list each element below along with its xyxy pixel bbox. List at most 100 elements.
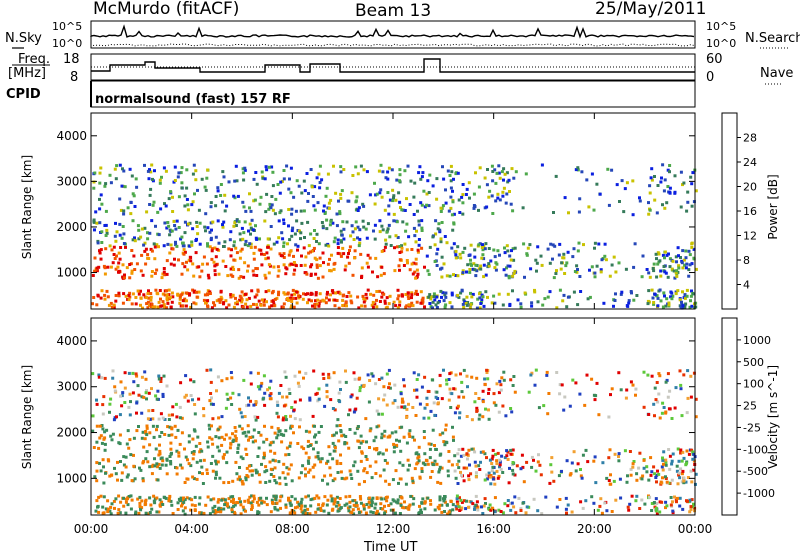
power-cell bbox=[477, 243, 481, 247]
velocity-cell bbox=[276, 415, 280, 419]
power-cell bbox=[244, 239, 248, 243]
power-cell bbox=[692, 256, 696, 260]
velocity-cell bbox=[140, 436, 144, 440]
velocity-cell bbox=[632, 460, 636, 463]
power-colorbar-tick-label: 16 bbox=[743, 205, 757, 218]
velocity-cell bbox=[527, 390, 531, 394]
power-cell bbox=[593, 246, 596, 250]
velocity-cell bbox=[451, 503, 455, 507]
power-cell bbox=[397, 191, 401, 195]
velocity-cell bbox=[645, 465, 649, 469]
power-cell bbox=[134, 302, 138, 306]
power-cell bbox=[562, 252, 566, 256]
power-cell bbox=[211, 220, 215, 224]
power-cell bbox=[245, 298, 249, 302]
power-cell bbox=[552, 276, 556, 280]
power-cell bbox=[330, 253, 333, 257]
power-cell bbox=[576, 249, 580, 253]
power-cell bbox=[457, 198, 461, 202]
power-cell bbox=[497, 171, 501, 175]
power-cell bbox=[656, 184, 660, 187]
power-cell bbox=[118, 257, 122, 261]
power-cell bbox=[241, 237, 245, 241]
power-cell bbox=[150, 163, 154, 167]
power-cell bbox=[264, 290, 268, 294]
power-cell bbox=[420, 226, 424, 230]
power-cell bbox=[98, 251, 102, 255]
power-cell bbox=[668, 170, 671, 174]
power-cell bbox=[149, 170, 153, 174]
velocity-cell bbox=[97, 446, 101, 450]
velocity-cell bbox=[238, 478, 242, 482]
velocity-cell bbox=[183, 481, 187, 484]
power-cell bbox=[209, 221, 213, 225]
power-cell bbox=[366, 288, 370, 292]
power-cell bbox=[381, 228, 385, 232]
velocity-cell bbox=[175, 449, 179, 453]
velocity-cell bbox=[460, 380, 464, 384]
power-cell bbox=[505, 266, 508, 270]
power-cell bbox=[521, 206, 525, 210]
power-cell bbox=[648, 208, 652, 212]
velocity-cell bbox=[419, 508, 423, 512]
velocity-cell bbox=[180, 416, 184, 420]
power-cell bbox=[523, 275, 526, 279]
velocity-cell bbox=[455, 494, 459, 498]
power-cell bbox=[214, 195, 218, 198]
power-cell bbox=[190, 240, 194, 244]
velocity-cell bbox=[197, 502, 201, 506]
velocity-cell bbox=[474, 475, 478, 479]
power-cell bbox=[232, 224, 236, 228]
velocity-cell bbox=[388, 434, 392, 438]
velocity-cell bbox=[465, 499, 468, 503]
power-cell bbox=[400, 250, 404, 254]
power-cell bbox=[386, 191, 390, 194]
velocity-cell bbox=[138, 501, 142, 505]
velocity-cell bbox=[641, 474, 645, 478]
velocity-cell bbox=[432, 401, 436, 405]
xtick-label: 04:00 bbox=[174, 522, 209, 536]
velocity-cell bbox=[377, 378, 381, 381]
power-cell bbox=[243, 166, 247, 170]
power-cell bbox=[450, 213, 454, 217]
velocity-cell bbox=[462, 453, 466, 457]
power-cell bbox=[189, 256, 193, 259]
power-cell bbox=[331, 221, 335, 225]
power-cell bbox=[152, 200, 156, 204]
power-cell bbox=[208, 290, 212, 294]
velocity-cell bbox=[666, 372, 670, 376]
velocity-cell bbox=[345, 502, 349, 506]
velocity-cell bbox=[681, 469, 685, 473]
power-cell bbox=[607, 203, 611, 207]
velocity-cell bbox=[664, 500, 668, 504]
power-cell bbox=[210, 249, 214, 253]
velocity-cell bbox=[98, 461, 101, 465]
power-data-cells bbox=[91, 163, 698, 310]
velocity-cell bbox=[414, 452, 418, 456]
power-cell bbox=[546, 295, 550, 299]
velocity-cell bbox=[692, 459, 696, 463]
power-cell bbox=[244, 302, 248, 306]
power-cell bbox=[504, 273, 508, 277]
velocity-cell bbox=[694, 397, 698, 401]
power-cell bbox=[507, 178, 511, 182]
velocity-cell bbox=[471, 502, 475, 506]
power-cell bbox=[451, 200, 455, 204]
velocity-cell bbox=[375, 409, 379, 413]
velocity-cell bbox=[414, 414, 418, 417]
velocity-cell bbox=[323, 495, 327, 499]
power-cell bbox=[295, 219, 299, 223]
velocity-cell bbox=[269, 392, 273, 396]
velocity-cell bbox=[98, 424, 102, 428]
velocity-cell bbox=[91, 414, 95, 418]
power-cell bbox=[483, 176, 487, 180]
power-cell bbox=[383, 245, 387, 249]
power-cell bbox=[510, 249, 513, 253]
velocity-cell bbox=[679, 451, 683, 455]
velocity-cell bbox=[503, 456, 507, 460]
power-cell bbox=[484, 290, 488, 294]
velocity-cell bbox=[256, 512, 260, 516]
velocity-cell bbox=[368, 500, 371, 504]
velocity-cell bbox=[101, 427, 105, 431]
power-cell bbox=[133, 236, 136, 240]
